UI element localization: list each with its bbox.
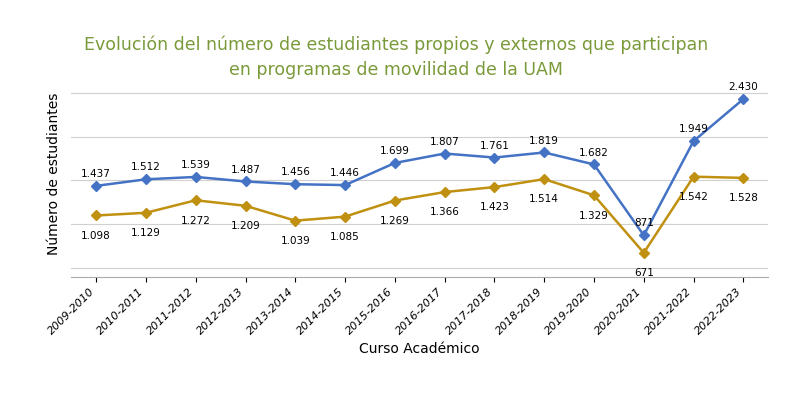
Text: 1.085: 1.085 xyxy=(330,232,360,242)
Text: 1.761: 1.761 xyxy=(479,141,509,150)
Legend: Externos, Propios: Externos, Propios xyxy=(303,390,537,395)
Externos xyxy=(739,97,748,102)
Text: 1.699: 1.699 xyxy=(380,146,409,156)
Externos xyxy=(689,139,699,143)
Externos xyxy=(440,151,449,156)
Text: 1.539: 1.539 xyxy=(181,160,211,170)
Text: 1.366: 1.366 xyxy=(430,207,459,217)
Externos xyxy=(341,183,350,188)
Propios xyxy=(341,214,350,219)
Propios xyxy=(489,185,499,190)
Text: 1.437: 1.437 xyxy=(82,169,111,179)
Text: 1.487: 1.487 xyxy=(230,165,261,175)
Externos xyxy=(91,184,101,188)
Propios xyxy=(440,190,449,194)
Y-axis label: Número de estudiantes: Número de estudiantes xyxy=(47,92,61,255)
Text: 1.512: 1.512 xyxy=(131,162,161,172)
Propios xyxy=(739,175,748,180)
Propios xyxy=(91,213,101,218)
Propios xyxy=(241,203,250,208)
Text: 2.430: 2.430 xyxy=(729,82,758,92)
Text: Evolución del número de estudiantes propios y externos que participan
en program: Evolución del número de estudiantes prop… xyxy=(84,36,708,79)
Text: 1.949: 1.949 xyxy=(679,124,709,134)
Text: 1.819: 1.819 xyxy=(529,135,559,145)
Propios xyxy=(589,193,599,198)
Text: 1.446: 1.446 xyxy=(330,168,360,178)
Text: 1.039: 1.039 xyxy=(280,236,310,246)
Text: 1.272: 1.272 xyxy=(181,216,211,226)
Propios xyxy=(539,177,549,181)
Text: 1.329: 1.329 xyxy=(579,211,609,220)
Text: 1.209: 1.209 xyxy=(230,221,261,231)
Text: 1.269: 1.269 xyxy=(380,216,409,226)
Text: 871: 871 xyxy=(634,218,653,228)
Line: Externos: Externos xyxy=(93,96,747,239)
Propios xyxy=(141,211,150,215)
Text: 1.129: 1.129 xyxy=(131,228,161,238)
Text: 1.098: 1.098 xyxy=(82,231,111,241)
Externos xyxy=(489,155,499,160)
Externos xyxy=(639,233,649,238)
Propios xyxy=(291,218,300,223)
Propios xyxy=(639,250,649,255)
Propios xyxy=(390,198,400,203)
Text: 1.423: 1.423 xyxy=(479,202,509,213)
X-axis label: Curso Académico: Curso Académico xyxy=(360,342,480,356)
Text: 671: 671 xyxy=(634,268,653,278)
Externos xyxy=(291,182,300,186)
Propios xyxy=(689,174,699,179)
Externos xyxy=(539,150,549,155)
Line: Propios: Propios xyxy=(93,173,747,256)
Externos xyxy=(390,161,400,166)
Externos xyxy=(141,177,150,182)
Text: 1.528: 1.528 xyxy=(729,193,758,203)
Externos xyxy=(589,162,599,167)
Externos xyxy=(191,175,200,179)
Propios xyxy=(191,198,200,203)
Text: 1.514: 1.514 xyxy=(529,194,559,204)
Text: 1.682: 1.682 xyxy=(579,147,609,158)
Text: 1.807: 1.807 xyxy=(430,137,459,147)
Text: 1.542: 1.542 xyxy=(679,192,709,202)
Externos xyxy=(241,179,250,184)
Text: 1.456: 1.456 xyxy=(280,167,310,177)
